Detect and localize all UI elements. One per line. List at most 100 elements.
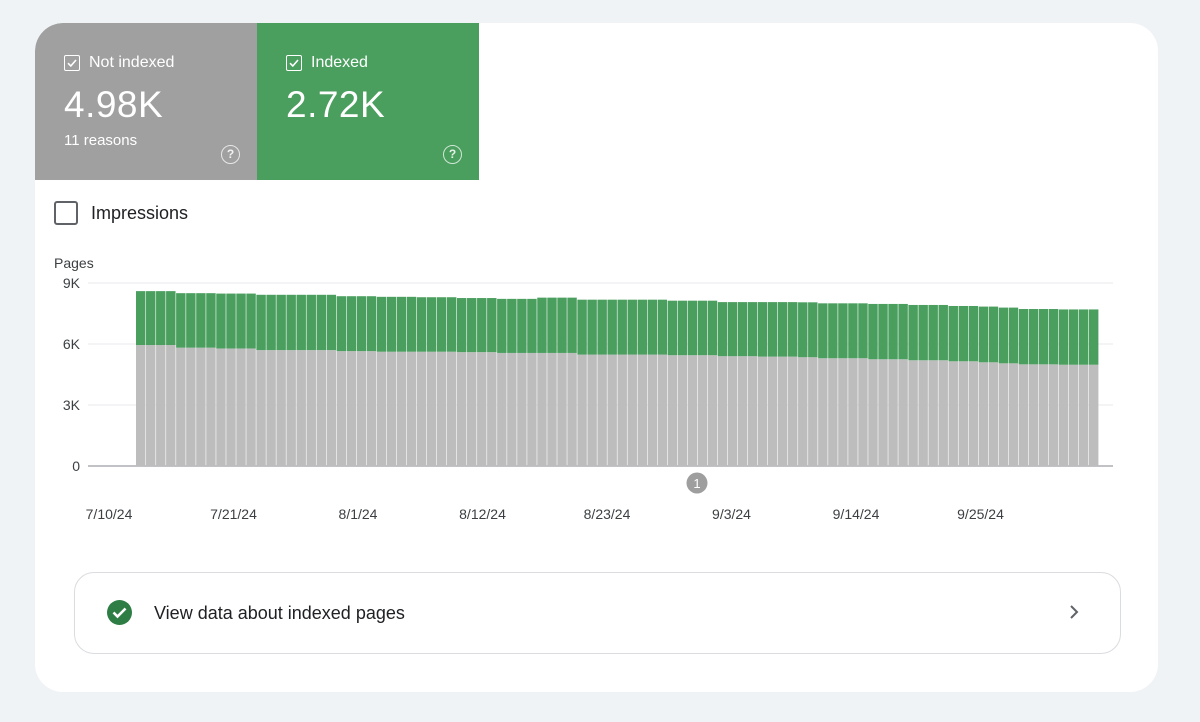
bar-segment <box>607 354 617 466</box>
bar-segment <box>928 304 938 361</box>
bar-segment <box>497 352 507 466</box>
bar-segment <box>487 298 497 353</box>
bar-segment <box>527 298 537 353</box>
bar-segment <box>1038 309 1049 365</box>
bar-segment <box>316 294 326 351</box>
bar-segment <box>306 350 316 466</box>
bar-segment <box>216 348 226 466</box>
bar-segment <box>236 348 246 466</box>
bar-segment <box>477 298 487 353</box>
bar-segment <box>958 305 968 362</box>
bar-segment <box>537 352 547 466</box>
bar-segment <box>838 358 848 466</box>
bar-segment <box>266 294 276 351</box>
bar-segment <box>938 304 948 361</box>
check-circle-icon <box>107 600 132 625</box>
bar-segment <box>1008 307 1019 364</box>
bar-segment <box>627 354 637 466</box>
bar-segment <box>667 355 678 466</box>
bar-segment <box>1088 309 1099 365</box>
bar-segment <box>697 355 708 466</box>
bar-segment <box>136 345 146 466</box>
bar-segment <box>657 354 668 466</box>
bar-segment <box>778 356 788 466</box>
impressions-checkbox[interactable] <box>54 201 78 225</box>
help-icon[interactable]: ? <box>221 145 240 164</box>
bar-segment <box>457 298 467 353</box>
bar-segment <box>216 293 226 349</box>
bar-segment <box>788 302 798 357</box>
bar-segment <box>266 350 276 466</box>
bar-segment <box>1068 364 1079 466</box>
bar-segment <box>537 297 547 353</box>
bar-segment <box>778 302 788 357</box>
bar-segment <box>908 360 918 466</box>
bar-segment <box>326 350 337 466</box>
bar-segment <box>637 354 647 466</box>
bar-segment <box>366 351 377 466</box>
bar-segment <box>296 294 306 351</box>
bar-segment <box>497 298 507 353</box>
bar-segment <box>587 299 597 355</box>
help-icon[interactable]: ? <box>443 145 462 164</box>
bar-segment <box>356 351 367 466</box>
view-indexed-pages-button[interactable]: View data about indexed pages <box>74 572 1121 654</box>
indexed-tile[interactable]: Indexed 2.72K ? <box>257 23 479 180</box>
bar-segment <box>1058 309 1069 365</box>
bar-segment <box>667 300 678 356</box>
bar-segment <box>577 354 587 466</box>
bar-segment <box>336 351 347 466</box>
bar-segment <box>236 293 246 349</box>
view-indexed-pages-label: View data about indexed pages <box>154 603 405 623</box>
bar-segment <box>677 355 688 466</box>
bar-segment <box>647 299 658 355</box>
y-tick-label: 6K <box>63 336 81 352</box>
bar-segment <box>376 296 387 352</box>
indexed-checkbox[interactable] <box>286 55 302 71</box>
bar-segment <box>948 361 958 466</box>
bar-segment <box>416 351 427 466</box>
bar-segment <box>988 306 999 363</box>
bar-segment <box>707 300 718 356</box>
bar-segment <box>226 348 236 466</box>
annotation-marker <box>686 472 708 494</box>
bar-segment <box>627 299 637 355</box>
not-indexed-tile[interactable]: Not indexed 4.98K 11 reasons ? <box>35 23 257 180</box>
bar-segment <box>457 352 467 466</box>
bar-segment <box>1078 364 1089 466</box>
bar-segment <box>557 297 567 353</box>
bar-segment <box>968 361 979 466</box>
bar-segment <box>547 352 557 466</box>
impressions-label[interactable]: Impressions <box>91 203 189 223</box>
bar-segment <box>958 361 968 466</box>
bar-segment <box>1018 309 1029 365</box>
bar-segment <box>166 291 176 346</box>
bar-segment <box>477 352 487 466</box>
bar-segment <box>1058 364 1069 466</box>
bar-segment <box>798 302 808 358</box>
bar-segment <box>507 352 517 466</box>
bar-segment <box>767 302 778 357</box>
bar-segment <box>1048 364 1059 466</box>
bar-segment <box>527 352 537 466</box>
bar-segment <box>858 358 868 466</box>
not-indexed-checkbox[interactable] <box>64 55 80 71</box>
bar-segment <box>888 359 898 466</box>
bar-segment <box>727 356 738 466</box>
bar-segment <box>918 304 928 361</box>
bar-segment <box>166 345 176 466</box>
y-tick-label: 3K <box>63 397 81 413</box>
bar-segment <box>196 293 206 348</box>
bar-segment <box>406 296 417 352</box>
bar-segment <box>326 294 337 351</box>
bar-segment <box>186 293 196 348</box>
bar-segment <box>276 294 286 351</box>
bar-segment <box>286 294 296 351</box>
chevron-right-icon <box>1070 605 1079 619</box>
bar-segment <box>136 291 146 346</box>
bar-segment <box>156 345 166 466</box>
bar-segment <box>737 302 748 357</box>
bar-segment <box>868 303 878 360</box>
bar-segment <box>1088 364 1099 466</box>
indexed-label: Indexed <box>311 54 368 71</box>
